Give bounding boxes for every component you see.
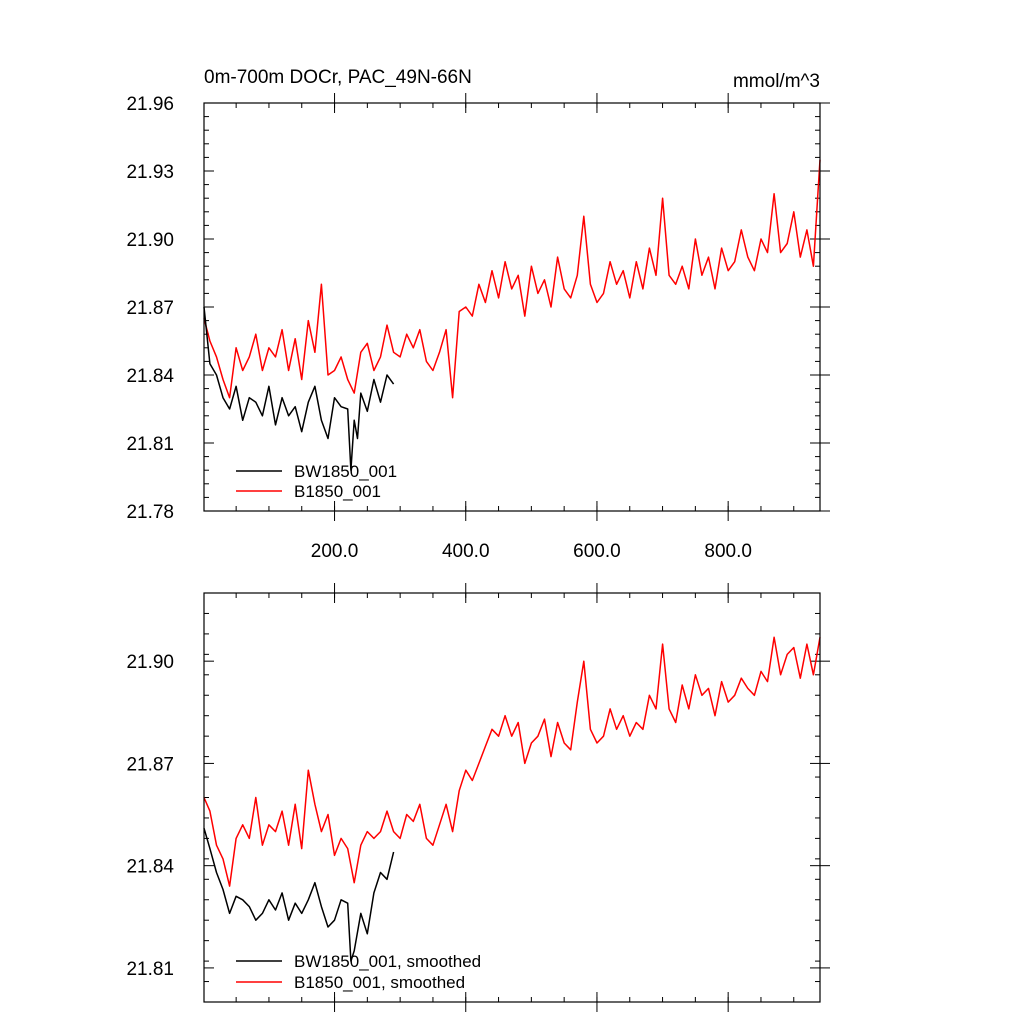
plot-frame bbox=[203, 102, 821, 512]
x-tick-label: 400.0 bbox=[442, 541, 490, 562]
series-line-bw1850 bbox=[203, 827, 395, 962]
top-panel-marks: 200.0 400.0 600.0 800.0 21.78 21.81 21.84 21.87… bbox=[126, 93, 830, 562]
bottom-panel-marks: 21.81 21.84 21.87 21.90 bbox=[126, 583, 830, 1012]
series-line-bw1850 bbox=[203, 306, 395, 471]
y-tick-label: 21.84 bbox=[126, 366, 174, 387]
bottom-panel: 21.81 21.84 21.87 21.90 BW1850_001, smoothe… bbox=[126, 583, 830, 1012]
top-panel: 0m-700m DOCr, PAC_49N-66N mmol/m^3 200.0… bbox=[126, 67, 830, 562]
x-tick-label: 800.0 bbox=[704, 541, 752, 562]
x-tick-label: 600.0 bbox=[573, 541, 621, 562]
plot-frame bbox=[203, 592, 821, 1003]
y-tick-label: 21.81 bbox=[126, 434, 174, 455]
top-panel-legend: BW1850_001 B1850_001 bbox=[236, 462, 397, 501]
y-tick-label: 21.93 bbox=[126, 162, 174, 183]
y-tick-label: 21.84 bbox=[126, 857, 174, 878]
series-line-b1850 bbox=[203, 636, 821, 887]
y-tick-label: 21.81 bbox=[126, 959, 174, 980]
series-line-b1850 bbox=[203, 159, 821, 399]
y-tick-label: 21.90 bbox=[126, 652, 174, 673]
y-tick-label: 21.78 bbox=[126, 502, 174, 523]
x-tick-label: 200.0 bbox=[311, 541, 359, 562]
bottom-panel-legend: BW1850_001, smoothed B1850_001, smoothed bbox=[236, 952, 481, 992]
legend-label-b1850: B1850_001 bbox=[294, 482, 381, 501]
y-tick-label: 21.87 bbox=[126, 754, 174, 775]
legend-label-bw1850: BW1850_001 bbox=[294, 462, 397, 481]
top-panel-units: mmol/m^3 bbox=[733, 71, 820, 92]
legend-label-b1850-smoothed: B1850_001, smoothed bbox=[294, 973, 465, 992]
y-tick-label: 21.96 bbox=[126, 94, 174, 115]
top-panel-title: 0m-700m DOCr, PAC_49N-66N bbox=[204, 67, 472, 88]
y-tick-label: 21.87 bbox=[126, 298, 174, 319]
legend-label-bw1850-smoothed: BW1850_001, smoothed bbox=[294, 952, 481, 971]
y-tick-label: 21.90 bbox=[126, 230, 174, 251]
